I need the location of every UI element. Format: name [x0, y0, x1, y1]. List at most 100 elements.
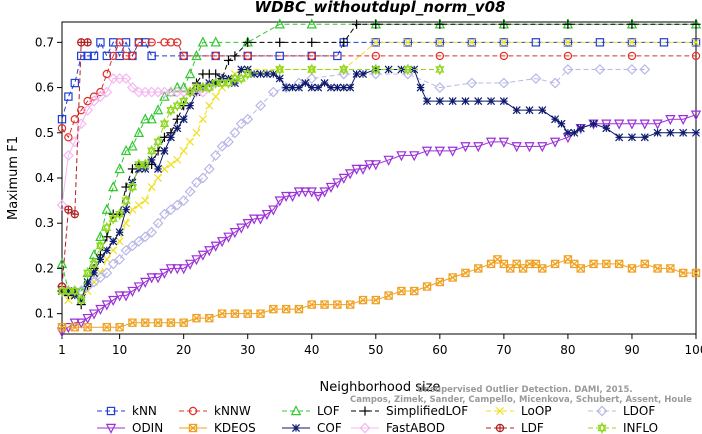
data-point-knnw — [371, 51, 380, 61]
data-point-cof — [461, 97, 470, 106]
x-tick-label: 50 — [368, 343, 383, 357]
series-layer — [56, 18, 702, 338]
data-point-fastabod — [82, 104, 94, 116]
data-point-loop — [147, 183, 156, 192]
data-point-fastabod — [126, 82, 138, 94]
legend-item-odin: ODIN — [97, 421, 163, 434]
data-point-lof — [108, 181, 119, 192]
series-line-odin — [61, 114, 697, 333]
data-point-knnw — [499, 51, 509, 61]
x-tick-label: 10 — [112, 343, 127, 357]
data-point-kdeos — [128, 318, 137, 327]
data-point-odin — [127, 286, 138, 297]
data-point-cof — [346, 83, 355, 92]
data-point-odin — [133, 282, 145, 293]
data-point-knn — [77, 51, 86, 61]
data-point-odin — [293, 187, 305, 198]
data-point-kdeos — [83, 323, 92, 332]
data-point-odin — [287, 191, 298, 203]
data-point-odin — [338, 173, 349, 184]
data-point-cof — [314, 83, 323, 92]
data-point-kdeos — [589, 259, 598, 269]
data-point-inflo — [185, 86, 195, 99]
series-knnw — [57, 38, 701, 142]
x-tick-label: 30 — [240, 343, 255, 357]
data-point-odin — [370, 160, 381, 171]
data-point-knnw — [179, 51, 188, 61]
data-point-kdeos — [320, 300, 329, 309]
legend-item-inflo: INFLO — [588, 421, 658, 434]
data-point-simplifiedlof — [351, 19, 362, 29]
data-point-odin — [172, 264, 183, 275]
data-point-odin — [76, 318, 87, 329]
data-point-odin — [351, 164, 362, 175]
data-point-knnw — [211, 51, 220, 61]
data-point-ldof — [178, 195, 190, 207]
data-point-odin — [108, 295, 119, 307]
data-point-loop — [691, 38, 701, 47]
data-point-fastabod — [94, 91, 106, 103]
data-point-cof — [115, 228, 124, 237]
series-ldof — [56, 64, 651, 297]
data-point-ldof — [146, 226, 158, 238]
data-point-inflo — [204, 81, 214, 94]
data-point-cof — [512, 106, 521, 115]
data-point-fastabod — [88, 95, 100, 107]
data-point-knn — [563, 38, 573, 47]
data-point-kdeos — [230, 309, 240, 318]
data-point-odin — [498, 137, 510, 148]
data-point-lof — [140, 113, 151, 124]
data-point-ldof — [133, 235, 145, 247]
data-point-odin — [460, 142, 471, 153]
data-point-cof — [474, 97, 483, 106]
data-point-knnw — [121, 51, 131, 61]
series-knn — [57, 38, 701, 124]
series-line-cof — [62, 68, 696, 301]
data-point-odin — [95, 304, 106, 316]
data-point-odin — [319, 187, 330, 198]
data-point-cof — [576, 124, 585, 133]
data-point-simplifiedlof — [499, 19, 509, 29]
data-point-knn — [371, 38, 380, 47]
data-point-kdeos — [153, 318, 163, 327]
data-point-odin — [223, 232, 234, 243]
data-point-ldof — [562, 64, 574, 75]
data-point-inflo — [63, 285, 73, 297]
data-point-knnw — [96, 87, 105, 97]
data-point-inflo — [121, 194, 131, 207]
data-point-knnw — [89, 92, 99, 101]
legend: kNN kNNW LOF SimplifiedLOF LoOP LDOF ODIN KDEOS… — [97, 404, 658, 434]
data-point-inflo — [236, 72, 246, 85]
data-point-knnw — [307, 51, 316, 61]
data-point-knnw — [115, 38, 124, 47]
data-point-odin — [210, 241, 221, 252]
data-point-inflo — [134, 158, 144, 171]
data-point-odin — [690, 110, 702, 121]
data-point-knn — [89, 51, 99, 61]
data-point-kdeos — [115, 323, 124, 332]
data-point-simplifiedlof — [121, 182, 131, 192]
data-point-odin — [511, 142, 522, 153]
data-point-kdeos — [461, 268, 470, 278]
data-point-knn — [70, 78, 80, 88]
y-axis-label: Maximum F1 — [6, 136, 21, 220]
data-point-cof — [339, 83, 348, 92]
data-point-kdeos — [640, 259, 649, 269]
y-tick-label: 0.7 — [35, 35, 54, 49]
legend-label: SimplifiedLOF — [386, 404, 468, 418]
data-point-cof — [499, 97, 508, 106]
y-tick-label: 0.1 — [35, 307, 54, 321]
data-point-odin — [261, 209, 273, 221]
data-point-lof — [210, 36, 221, 47]
data-point-ldof — [210, 149, 222, 161]
legend-item-ldf: LDF — [486, 421, 544, 434]
data-point-ldf — [83, 38, 92, 47]
data-point-ldof — [242, 113, 254, 125]
series-line-lof — [61, 23, 696, 292]
data-point-ldof — [255, 100, 266, 112]
data-point-kdeos — [531, 259, 541, 269]
data-point-fastabod — [69, 136, 81, 148]
data-point-odin — [165, 264, 177, 275]
data-point-knn — [691, 38, 701, 47]
data-point-kdeos — [576, 264, 585, 273]
